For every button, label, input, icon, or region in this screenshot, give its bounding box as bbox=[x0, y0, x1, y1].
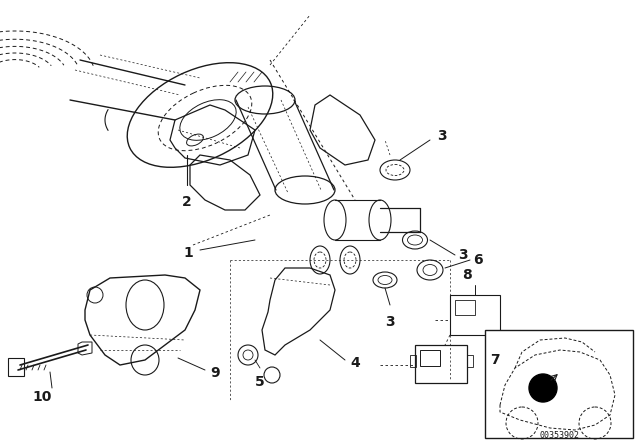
Bar bbox=[420, 350, 440, 366]
Bar bbox=[410, 355, 416, 367]
Text: 1: 1 bbox=[183, 246, 193, 260]
Text: 3: 3 bbox=[437, 129, 447, 143]
Text: 2: 2 bbox=[182, 195, 192, 209]
Bar bbox=[485, 330, 633, 438]
Text: 6: 6 bbox=[473, 253, 483, 267]
Text: 9: 9 bbox=[210, 366, 220, 380]
Bar bbox=[467, 355, 473, 367]
Bar bbox=[8, 358, 24, 376]
Bar bbox=[415, 345, 467, 383]
Text: 7: 7 bbox=[490, 353, 500, 367]
Text: 3: 3 bbox=[458, 248, 468, 262]
Text: 4: 4 bbox=[350, 356, 360, 370]
Text: 10: 10 bbox=[32, 390, 52, 404]
Text: 8: 8 bbox=[462, 268, 472, 282]
Text: 00353902: 00353902 bbox=[539, 431, 579, 439]
Bar bbox=[455, 300, 475, 315]
Bar bbox=[450, 295, 500, 335]
Text: 3: 3 bbox=[385, 315, 395, 329]
Text: 5: 5 bbox=[255, 375, 265, 389]
Circle shape bbox=[529, 374, 557, 402]
